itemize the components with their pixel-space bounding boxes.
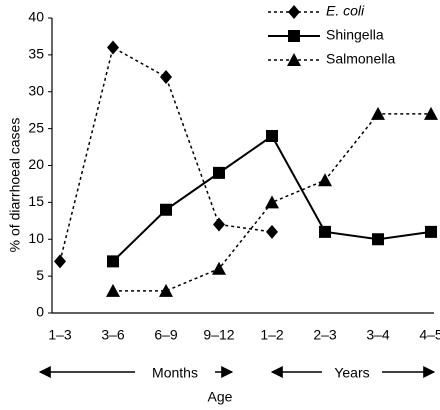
legend-marker [287,53,301,66]
group-label-bg [322,364,382,382]
y-tick-label: 0 [36,304,44,320]
point [425,225,437,238]
x-axis-label: Age [208,389,233,405]
point [424,106,438,120]
series-line [59,46,273,262]
x-tick-label: 1–3 [48,327,72,343]
point [54,254,66,269]
y-tick-label: 30 [28,82,44,98]
point [107,40,119,55]
legend-marker [288,30,300,42]
x-tick-label: 6–9 [154,327,178,343]
y-tick-label: 25 [28,119,44,135]
point [266,130,278,142]
point [266,224,278,239]
point [106,283,120,297]
point [212,261,226,275]
point [319,225,331,238]
point [371,106,385,120]
x-tick-label: 1–2 [260,327,284,343]
x-tick-label: 9–12 [203,327,234,343]
point [160,70,172,84]
point [107,255,119,268]
point [213,166,225,179]
point [372,233,384,246]
group-label: Years [334,365,369,381]
y-tick-label: 40 [28,9,44,25]
x-tick-label: 3–6 [101,327,125,343]
x-tick-label: 2–3 [313,327,337,343]
point [160,203,172,216]
legend-label: Shingella [326,27,384,43]
y-tick-label: 35 [28,46,44,62]
y-axis-label: % of diarrhoeal cases [7,118,23,253]
y-tick-label: 5 [36,267,44,283]
point [265,195,279,209]
group-label: Months [152,365,198,381]
y-tick-label: 10 [28,230,44,246]
x-tick-label: 3–4 [366,327,390,343]
legend-label: E. coli [326,3,365,19]
point [159,283,173,297]
legend-marker [288,5,300,19]
y-tick-label: 20 [28,156,44,172]
group-label-bg [135,364,215,382]
point [213,217,225,232]
x-tick-label: 4–5 [419,327,440,343]
point [318,173,332,187]
y-tick-label: 15 [28,193,44,209]
legend-label: Salmonella [326,51,395,67]
